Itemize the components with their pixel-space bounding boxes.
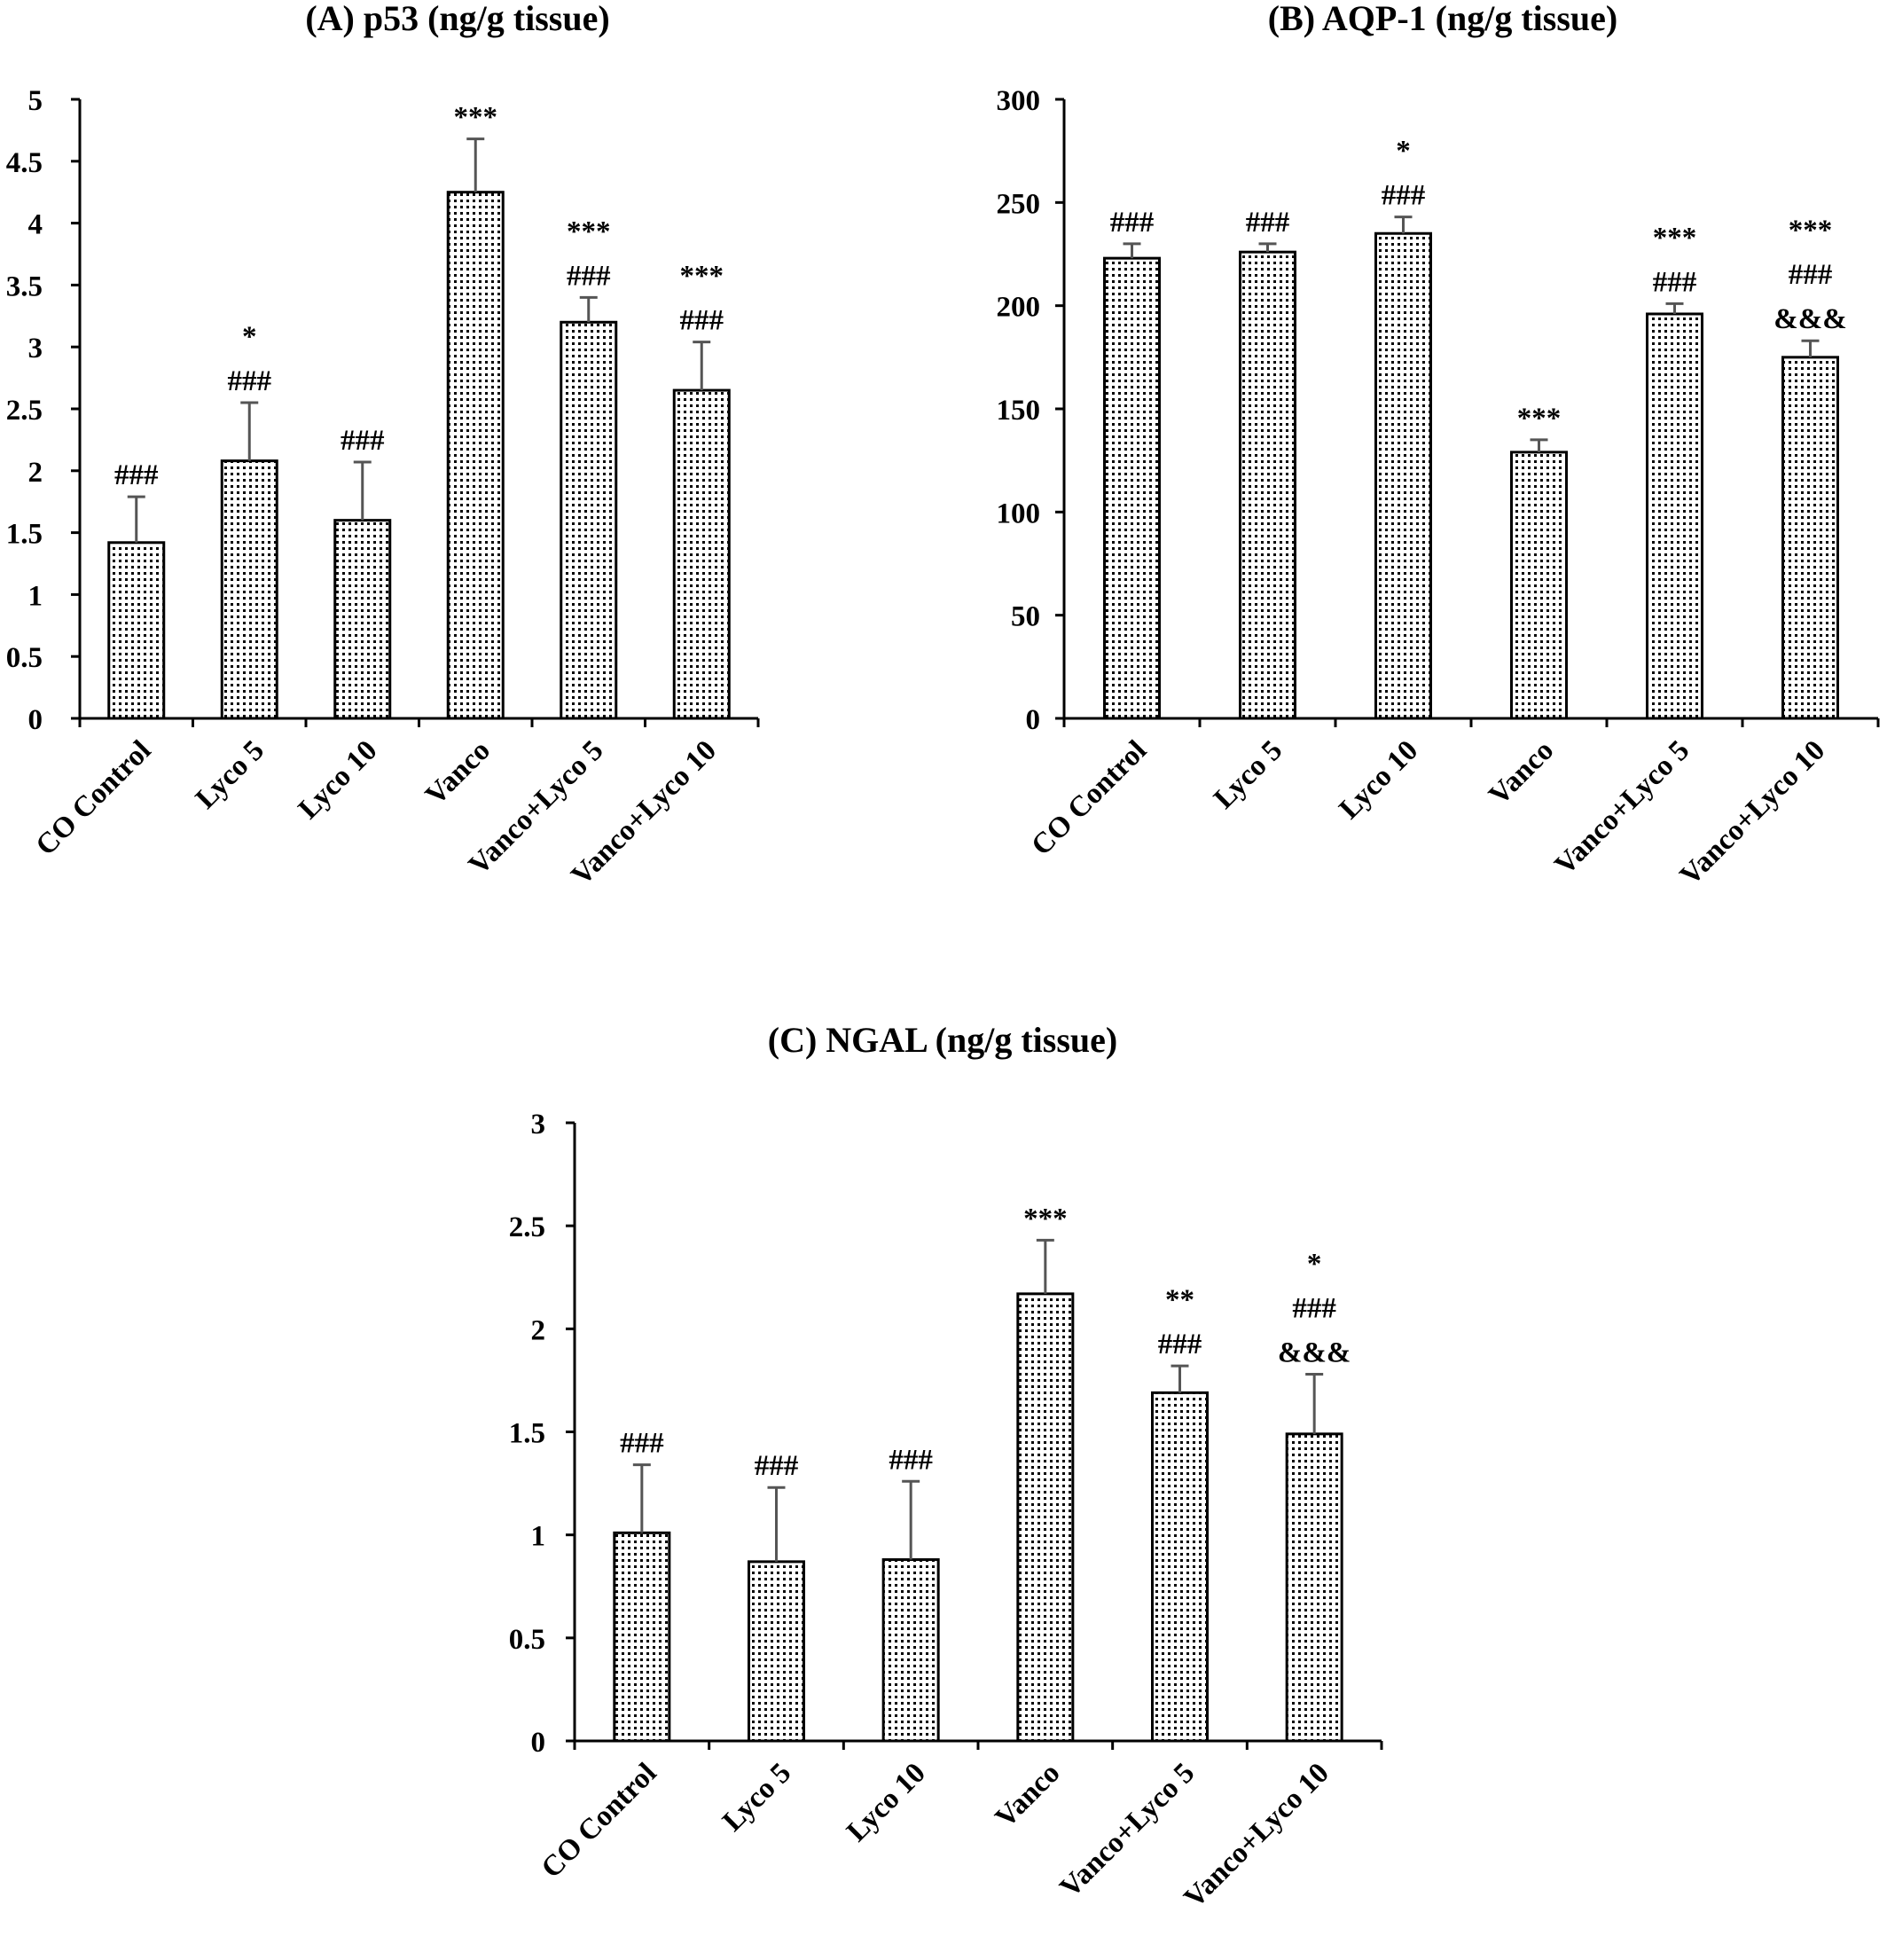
panel-a-bar <box>220 459 278 720</box>
panel-a-y-tick-label: 2.5 <box>6 395 43 427</box>
panel-a-y-tick-label: 3 <box>28 333 43 365</box>
panel-a-title: (A) p53 (ng/g tissue) <box>305 0 609 38</box>
panel-b-bar <box>1374 231 1432 720</box>
panel-a-bar <box>446 191 505 720</box>
panel-b-significance-label: * <box>1396 136 1411 168</box>
panel-c-y-tick-label: 0 <box>531 1727 546 1759</box>
panel-c-significance-label: ### <box>1158 1329 1202 1360</box>
panel-a-category-label: Vanco <box>419 734 497 811</box>
panel-c-y-tick-label: 0.5 <box>509 1624 545 1656</box>
panel-b-title: (B) AQP-1 (ng/g tissue) <box>1268 0 1617 38</box>
panel-b-significance-label: ### <box>1110 207 1155 239</box>
panel-a-y-tick-label: 1.5 <box>6 519 43 551</box>
panel-b-significance-label: ### <box>1789 259 1833 291</box>
panel-c-y-tick-label: 1.5 <box>509 1418 545 1450</box>
panel-b-category-label: Vanco+Lyco 10 <box>1674 734 1831 891</box>
panel-a-significance-label: ### <box>341 425 385 457</box>
panel-a-significance-label: *** <box>567 216 611 247</box>
panel-a-y-tick-label: 4 <box>28 209 43 241</box>
panel-a-bar <box>672 388 731 720</box>
panel-c-significance-label: ### <box>889 1444 933 1476</box>
panel-a-bar <box>107 541 166 720</box>
panel-b-category-label: Vanco <box>1483 734 1560 811</box>
panel-a-y-tick-label: 4.5 <box>6 147 43 179</box>
panel-a-y-tick-label: 1 <box>28 580 43 612</box>
panel-c-significance-label: * <box>1307 1248 1322 1280</box>
panel-c-bar <box>1016 1292 1075 1743</box>
panel-b-significance-label: *** <box>1653 222 1697 254</box>
panel-b-aqp1: (B) AQP-1 (ng/g tissue) 0 50 100 150 200 250 3… <box>997 0 1880 891</box>
panel-c-ngal: (C) NGAL (ng/g tissue) 0 0.5 1 1.5 2 2.5 3 ### C… <box>509 1020 1383 1914</box>
panel-b-bar <box>1646 312 1703 720</box>
panel-b-significance-label: ### <box>1246 207 1290 239</box>
panel-a-category-label: Lyco 5 <box>190 734 270 815</box>
panel-b-y-tick-label: 0 <box>1026 704 1041 736</box>
panel-b-bar <box>1781 356 1839 720</box>
panel-c-bar <box>613 1531 671 1743</box>
panel-c-y-tick-label: 1 <box>531 1521 546 1553</box>
panel-a-significance-label: ### <box>680 305 724 337</box>
panel-c-bar <box>1285 1432 1343 1743</box>
panel-b-y-tick-label: 200 <box>997 292 1041 324</box>
panel-c-category-label: Lyco 5 <box>716 1757 797 1838</box>
panel-a-significance-label: *** <box>680 261 724 293</box>
panel-b-category-label: CO Control <box>1026 734 1154 862</box>
panel-b-category-label: Lyco 5 <box>1208 734 1288 815</box>
panel-c-category-label: Lyco 10 <box>841 1757 932 1848</box>
panel-b-y-tick-label: 250 <box>997 188 1041 220</box>
panel-b-y-tick-label: 300 <box>997 85 1041 117</box>
panel-b-significance-label: ### <box>1653 266 1697 298</box>
panel-c-category-label: Vanco <box>990 1757 1067 1834</box>
panel-c-significance-label: ### <box>620 1428 664 1460</box>
panel-c-significance-label: *** <box>1023 1203 1068 1235</box>
panel-c-category-label: Vanco+Lyco 5 <box>1054 1757 1202 1904</box>
panel-c-category-label: CO Control <box>536 1757 663 1885</box>
panel-b-significance-label: &&& <box>1773 303 1846 335</box>
panel-c-significance-label: ### <box>1292 1292 1336 1324</box>
panel-b-y-tick-label: 150 <box>997 395 1041 427</box>
panel-c-title: (C) NGAL (ng/g tissue) <box>768 1020 1117 1060</box>
panel-c-bar <box>748 1560 805 1743</box>
panel-b-y-tick-label: 50 <box>1011 601 1040 633</box>
panel-c-category-label: Vanco+Lyco 10 <box>1178 1757 1335 1914</box>
panel-a-y-tick-label: 0.5 <box>6 642 43 674</box>
panel-a-p53: (A) p53 (ng/g tissue) 0 0.5 1 1.5 2 2.5 3 3.5 4 4… <box>6 0 760 891</box>
panel-c-bar <box>881 1558 940 1743</box>
panel-b-bar <box>1103 256 1161 720</box>
panel-c-significance-label: ** <box>1165 1284 1194 1316</box>
panel-b-bar <box>1510 451 1568 720</box>
panel-a-bar <box>333 519 392 720</box>
panel-a-y-tick-label: 0 <box>28 704 43 736</box>
panel-b-category-label: Lyco 10 <box>1334 734 1425 826</box>
panel-b-significance-label: *** <box>1789 215 1833 247</box>
panel-a-y-tick-label: 2 <box>28 457 43 489</box>
panel-a-category-label: CO Control <box>30 734 158 862</box>
panel-c-significance-label: &&& <box>1278 1337 1351 1368</box>
panel-a-bar <box>560 320 618 720</box>
panel-b-bar <box>1239 250 1296 720</box>
panel-b-category-label: Vanco+Lyco 5 <box>1549 734 1696 882</box>
panel-c-bar <box>1151 1391 1209 1743</box>
panel-a-significance-label: ### <box>114 459 159 491</box>
panel-b-significance-label: ### <box>1382 180 1426 212</box>
panel-a-significance-label: ### <box>228 365 272 397</box>
panel-c-y-tick-label: 2.5 <box>509 1211 545 1243</box>
panel-c-y-tick-label: 2 <box>531 1314 546 1346</box>
panel-a-category-label: Lyco 10 <box>293 734 384 826</box>
panel-a-significance-label: ### <box>567 260 611 292</box>
panel-b-significance-label: *** <box>1517 403 1562 435</box>
panel-a-significance-label: * <box>242 321 257 353</box>
panel-a-significance-label: *** <box>454 102 498 134</box>
panel-c-significance-label: ### <box>755 1450 799 1482</box>
panel-b-y-tick-label: 100 <box>997 498 1041 529</box>
panel-a-y-tick-label: 5 <box>28 85 43 117</box>
panel-a-y-tick-label: 3.5 <box>6 270 43 302</box>
panel-c-y-tick-label: 3 <box>531 1109 546 1141</box>
